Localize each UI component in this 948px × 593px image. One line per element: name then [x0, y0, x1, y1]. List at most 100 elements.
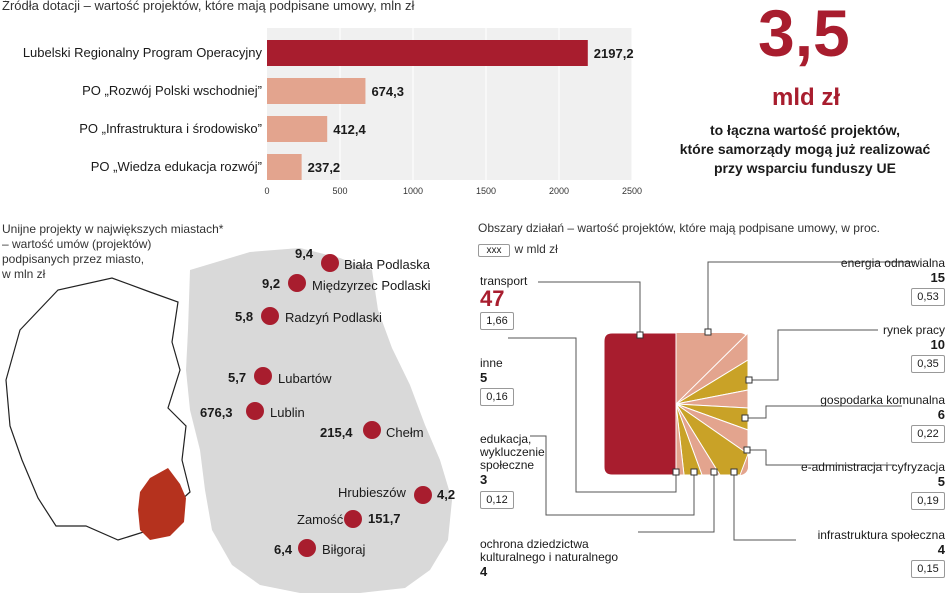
city-name: Zamość [297, 512, 344, 527]
city-value: 151,7 [368, 511, 401, 526]
city-dot [414, 486, 432, 504]
area-infrastruktura: infrastruktura społeczna 4 0,15 [760, 528, 945, 578]
area-pct: 3 [480, 472, 488, 487]
area-pct: 10 [930, 337, 945, 352]
area-energia: energia odnawialna 15 0,53 [800, 256, 945, 306]
headline-line-3: przy wsparciu funduszy UE [713, 160, 897, 176]
area-pct: 15 [930, 270, 945, 285]
city-value: 4,2 [437, 487, 456, 502]
map-title-line-3: podpisanych przez miasto, [2, 252, 145, 266]
bar-value-label: 237,2 [308, 160, 341, 175]
x-tick-label: 2500 [622, 186, 642, 196]
area-e-administracja: e-administracja i cyfryzacja 5 0,19 [740, 460, 945, 510]
headline-text: to łączna wartość projektów, które samor… [660, 121, 948, 178]
city-name: Biała Podlaska [344, 257, 430, 272]
city-dot [321, 254, 339, 272]
area-pct: 6 [937, 407, 945, 422]
city-dot [254, 367, 272, 385]
area-name: ochrona dziedzictwa kulturalnego i natur… [480, 537, 619, 564]
city-dot [363, 421, 381, 439]
area-name: transport [480, 274, 528, 288]
city-value: 215,4 [320, 425, 353, 440]
area-bn: 0,19 [911, 492, 945, 510]
city-value: 6,4 [274, 542, 293, 557]
bar-4 [267, 154, 302, 180]
area-pct: 4 [480, 564, 488, 579]
area-transport: transport 47 1,66 [480, 274, 527, 330]
map-graphic [5, 248, 452, 593]
area-name: infrastruktura społeczna [817, 528, 945, 542]
headline-value: 3,5 [758, 0, 850, 70]
area-name: energia odnawialna [840, 256, 945, 270]
area-inne: inne 5 0,16 [480, 356, 514, 406]
area-bn: 0,15 [911, 560, 945, 578]
bar-2 [267, 78, 366, 104]
area-ochrona: ochrona dziedzictwa kulturalnego i natur… [480, 537, 650, 580]
area-name: gospodarka komunalna [820, 393, 945, 407]
bar-1 [267, 40, 588, 66]
city-name: Radzyń Podlaski [285, 310, 382, 325]
x-tick-label: 500 [332, 186, 347, 196]
map-title-line-2: – wartość umów (projektów) [2, 237, 152, 251]
area-rynek-pracy: rynek pracy 10 0,35 [800, 323, 945, 373]
area-name: edukacja, wykluczenie społeczne [480, 432, 545, 472]
area-gospodarka: gospodarka komunalna 6 0,22 [760, 393, 945, 443]
city-dot [298, 539, 316, 557]
city-dot [261, 307, 279, 325]
bar-category-label: Lubelski Regionalny Program Operacyjny [23, 45, 263, 60]
area-pct: 5 [480, 370, 488, 385]
area-pct: 5 [937, 474, 945, 489]
area-edukacja: edukacja, wykluczenie społeczne 3 0,12 [480, 433, 570, 509]
bar-category-label: PO „Wiedza edukacja rozwój” [91, 159, 262, 174]
city-name: Międzyrzec Podlaski [312, 278, 431, 293]
areas-title: Obszary działań – wartość projektów, któ… [478, 221, 880, 235]
bar-value-label: 2197,2 [594, 46, 634, 61]
city-value: 9,4 [295, 246, 314, 261]
bar-category-label: PO „Rozwój Polski wschodniej” [82, 83, 262, 98]
headline-line-1: to łączna wartość projektów, [709, 122, 901, 138]
area-bn: 0,16 [480, 388, 514, 406]
city-value: 5,7 [228, 370, 247, 385]
area-name: inne [480, 356, 503, 370]
poland-lubelskie-highlight [138, 468, 186, 540]
bar-category-label: PO „Infrastruktura i środowisko” [79, 121, 262, 136]
area-bn: 0,22 [911, 425, 945, 443]
city-name: Biłgoraj [322, 542, 366, 557]
city-value: 676,3 [200, 405, 233, 420]
map-title-line-4: w mln zł [2, 267, 46, 281]
x-tick-label: 0 [264, 186, 269, 196]
areas-legend-text: w mld zł [514, 242, 558, 256]
area-bn: 0,12 [480, 491, 514, 509]
headline-line-2: które samorządy mogą już realizować [679, 141, 931, 157]
area-bn: 1,66 [480, 312, 514, 330]
city-name: Chełm [386, 425, 424, 440]
city-value: 9,2 [262, 276, 281, 291]
city-dot [246, 402, 264, 420]
city-dot [344, 510, 362, 528]
areas-chart [508, 261, 914, 541]
map-title: Unijne projekty w największych miastach*… [2, 222, 223, 282]
area-name: e-administracja i cyfryzacja [800, 460, 945, 474]
area-bn: 0,53 [911, 288, 945, 306]
city-name: Lublin [270, 405, 305, 420]
city-name: Lubartów [278, 371, 332, 386]
x-tick-label: 1500 [476, 186, 496, 196]
poland-outline [5, 277, 191, 541]
bar-chart: 0 500 1000 1500 2000 2500 Lubelski Regionalny … [23, 28, 642, 196]
bar-value-label: 674,3 [371, 84, 404, 99]
lubelskie-region-shape [186, 248, 452, 593]
city-name: Hrubieszów [338, 485, 406, 500]
x-tick-label: 2000 [549, 186, 569, 196]
bar-value-label: 412,4 [333, 122, 366, 137]
area-pct: 47 [480, 286, 505, 311]
area-pct: 4 [937, 542, 945, 557]
headline-unit: mld zł [772, 84, 841, 111]
areas-legend-box: xxx [478, 244, 510, 257]
bar-3 [267, 116, 328, 142]
city-dot [288, 274, 306, 292]
area-bn: 0,35 [911, 355, 945, 373]
area-name: rynek pracy [882, 323, 945, 337]
areas-legend: xxx w mld zł [478, 240, 558, 258]
bar-chart-source: Źródła dotacji – wartość projektów, któr… [2, 0, 415, 13]
city-value: 5,8 [235, 309, 254, 324]
